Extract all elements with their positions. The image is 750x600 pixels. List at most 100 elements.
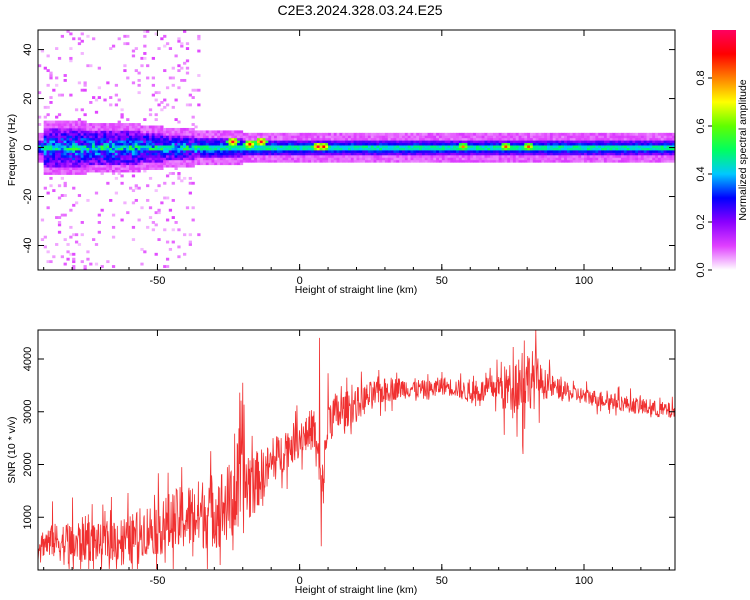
spectrogram-cell	[171, 216, 175, 219]
spectrogram-cell	[433, 152, 437, 156]
spectrogram-cell	[515, 145, 519, 148]
spectrogram-cell	[220, 150, 224, 153]
spectrogram-cell	[433, 159, 437, 163]
spectrogram-cell	[180, 130, 184, 134]
spectrogram-cell	[473, 159, 477, 163]
spectrogram-cell	[296, 154, 301, 158]
spectrogram-cell	[640, 135, 645, 139]
spectrogram-cell	[165, 142, 170, 146]
spectrogram-cell	[552, 150, 556, 153]
spectrogram-cell	[137, 147, 141, 151]
spectrogram-cell	[578, 140, 582, 144]
spectrogram-cell	[322, 147, 326, 151]
spectrogram-cell	[106, 135, 110, 139]
spectrogram-cell	[46, 83, 50, 87]
spectrogram-cell	[111, 145, 116, 148]
spectrogram-cell	[148, 132, 153, 136]
spectrogram-cell	[163, 181, 167, 185]
spectrogram-cell	[356, 142, 360, 146]
spectrogram-cell	[390, 150, 394, 153]
spectrogram-cell	[114, 132, 119, 136]
spectrogram-cell	[117, 147, 121, 151]
spectrogram-cell	[83, 147, 87, 151]
spectrogram-cell	[629, 142, 633, 146]
spectrogram-cell	[407, 159, 411, 163]
spectrogram-cell	[46, 130, 50, 134]
spectrogram-cell	[154, 130, 158, 134]
spectrogram-cell	[180, 44, 184, 48]
spectrogram-cell	[541, 145, 545, 148]
spectrogram-cell	[601, 157, 605, 161]
spectrogram-cell	[316, 142, 320, 146]
spectrogram-cell	[63, 123, 67, 126]
spectrogram-cell	[157, 140, 161, 144]
spectrogram-cell	[646, 140, 650, 144]
spectrogram-cell	[549, 145, 554, 148]
spectrogram-cell	[69, 225, 73, 229]
spectrogram-cell	[83, 145, 87, 148]
spectrogram-cell	[160, 162, 164, 166]
spectrogram-cell	[367, 152, 372, 156]
spectrogram-cell	[77, 81, 82, 85]
y-tick-label: 40	[22, 43, 34, 55]
spectrogram-cell	[220, 137, 224, 141]
spectrogram-cell	[157, 184, 161, 188]
spectrogram-cell	[80, 123, 84, 126]
spectrogram-cell	[336, 140, 340, 144]
spectrogram-cell	[262, 147, 266, 151]
spectrogram-cell	[589, 142, 593, 146]
spectrogram-cell	[467, 154, 471, 158]
spectrogram-cell	[183, 252, 187, 256]
spectrogram-cell	[291, 145, 295, 148]
spectrogram-cell	[447, 135, 451, 139]
spectrogram-cell	[109, 125, 113, 129]
spectrogram-cell	[524, 145, 528, 148]
spectrogram-cell	[512, 135, 517, 139]
spectrogram-cell	[46, 191, 50, 195]
spectrogram-cell	[584, 152, 588, 156]
spectrogram-cell	[225, 162, 229, 166]
spectrogram-cell	[319, 140, 323, 144]
spectrogram-cell	[612, 159, 616, 163]
spectrogram-cell	[586, 135, 591, 139]
spectrogram-cell	[191, 137, 195, 141]
spectrogram-cell	[544, 154, 548, 158]
spectrogram-cell	[43, 157, 47, 161]
spectrogram-cell	[649, 152, 653, 156]
spectrogram-cell	[126, 130, 130, 134]
spectrogram-cell	[547, 154, 551, 158]
spectrogram-cell	[245, 150, 249, 153]
spectrogram-cell	[384, 142, 389, 146]
spectrogram-cell	[83, 154, 87, 158]
spectrogram-cell	[501, 135, 505, 139]
spectrogram-cell	[117, 172, 121, 175]
spectrogram-cell	[672, 142, 675, 146]
spectrogram-cell	[188, 145, 192, 148]
spectrogram-cell	[248, 150, 252, 153]
spectrogram-cell	[46, 150, 50, 153]
spectrogram-cell	[535, 132, 539, 136]
spectrogram-cell	[603, 137, 608, 141]
spectrogram-cell	[527, 135, 531, 139]
spectrogram-cell	[305, 159, 309, 163]
spectrogram-cell	[396, 150, 400, 153]
spectrogram-cell	[174, 157, 178, 161]
spectrogram-cell	[501, 145, 505, 148]
spectrogram-cell	[143, 56, 147, 60]
spectrogram-cell	[106, 260, 110, 264]
spectrogram-cell	[669, 140, 673, 144]
spectrogram-cell	[83, 164, 87, 168]
spectrogram-cell	[74, 145, 79, 148]
spectrogram-cell	[305, 150, 309, 153]
spectrogram-cell	[157, 127, 161, 131]
spectrogram-cell	[83, 132, 87, 136]
spectrogram-cell	[612, 157, 616, 161]
spectrogram-cell	[43, 140, 47, 144]
spectrogram-cell	[80, 120, 84, 124]
spectrogram-cell	[541, 152, 545, 156]
spectrogram-cell	[254, 137, 258, 141]
spectrogram-cell	[626, 140, 630, 144]
spectrogram-cell	[552, 145, 556, 148]
spectrogram-cell	[123, 123, 127, 126]
